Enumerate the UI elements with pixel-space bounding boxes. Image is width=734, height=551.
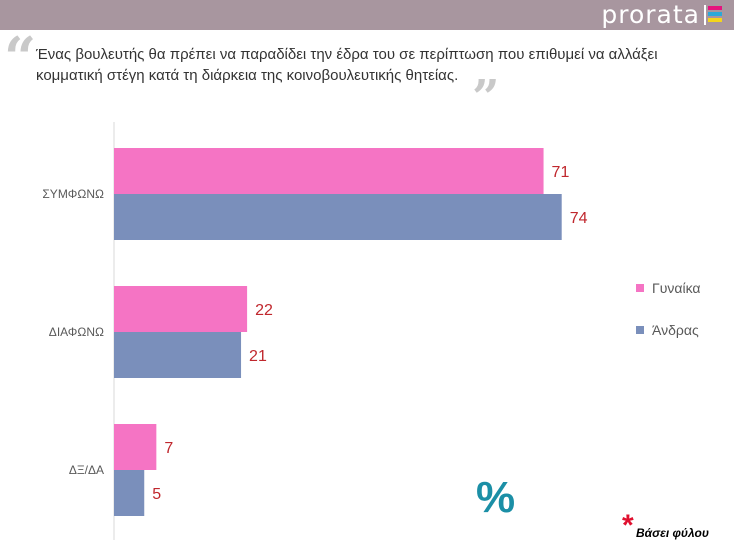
bar-women — [114, 424, 157, 470]
legend-item-men: Άνδρας — [636, 322, 699, 338]
bar-women — [114, 286, 248, 332]
bar-men — [114, 194, 562, 240]
asterisk-icon: * — [622, 509, 634, 542]
brand-logo-icon — [704, 5, 722, 25]
legend-item-women: Γυναίκα — [636, 280, 701, 296]
legend-label-women: Γυναίκα — [652, 280, 701, 296]
data-label-women: 7 — [164, 440, 173, 457]
category-label: ΔΞ/ΔΑ — [69, 463, 104, 477]
close-quote-icon: ” — [472, 70, 500, 126]
legend-swatch-men — [636, 326, 644, 334]
brand-name: prorata — [601, 0, 700, 29]
data-label-men: 21 — [249, 348, 267, 365]
header-bar: prorata — [0, 0, 734, 30]
chart-question: Ένας βουλευτής θα πρέπει να παραδίδει τη… — [36, 46, 658, 84]
legend-swatch-women — [636, 284, 644, 292]
brand: prorata — [601, 0, 726, 30]
percent-symbol: % — [476, 473, 516, 522]
data-label-women: 22 — [255, 302, 273, 319]
open-quote-icon: “ — [4, 25, 37, 91]
category-label: ΣΥΜΦΩΝΩ — [42, 187, 104, 201]
data-label-women: 71 — [552, 164, 570, 181]
category-label: ΔΙΑΦΩΝΩ — [49, 325, 104, 339]
bar-women — [114, 148, 544, 194]
bar-men — [114, 332, 242, 378]
legend-label-men: Άνδρας — [652, 322, 699, 338]
data-label-men: 74 — [570, 210, 588, 227]
footnote: Βάσει φύλου — [636, 526, 709, 540]
bar-men — [114, 470, 145, 516]
data-label-men: 5 — [152, 486, 161, 503]
